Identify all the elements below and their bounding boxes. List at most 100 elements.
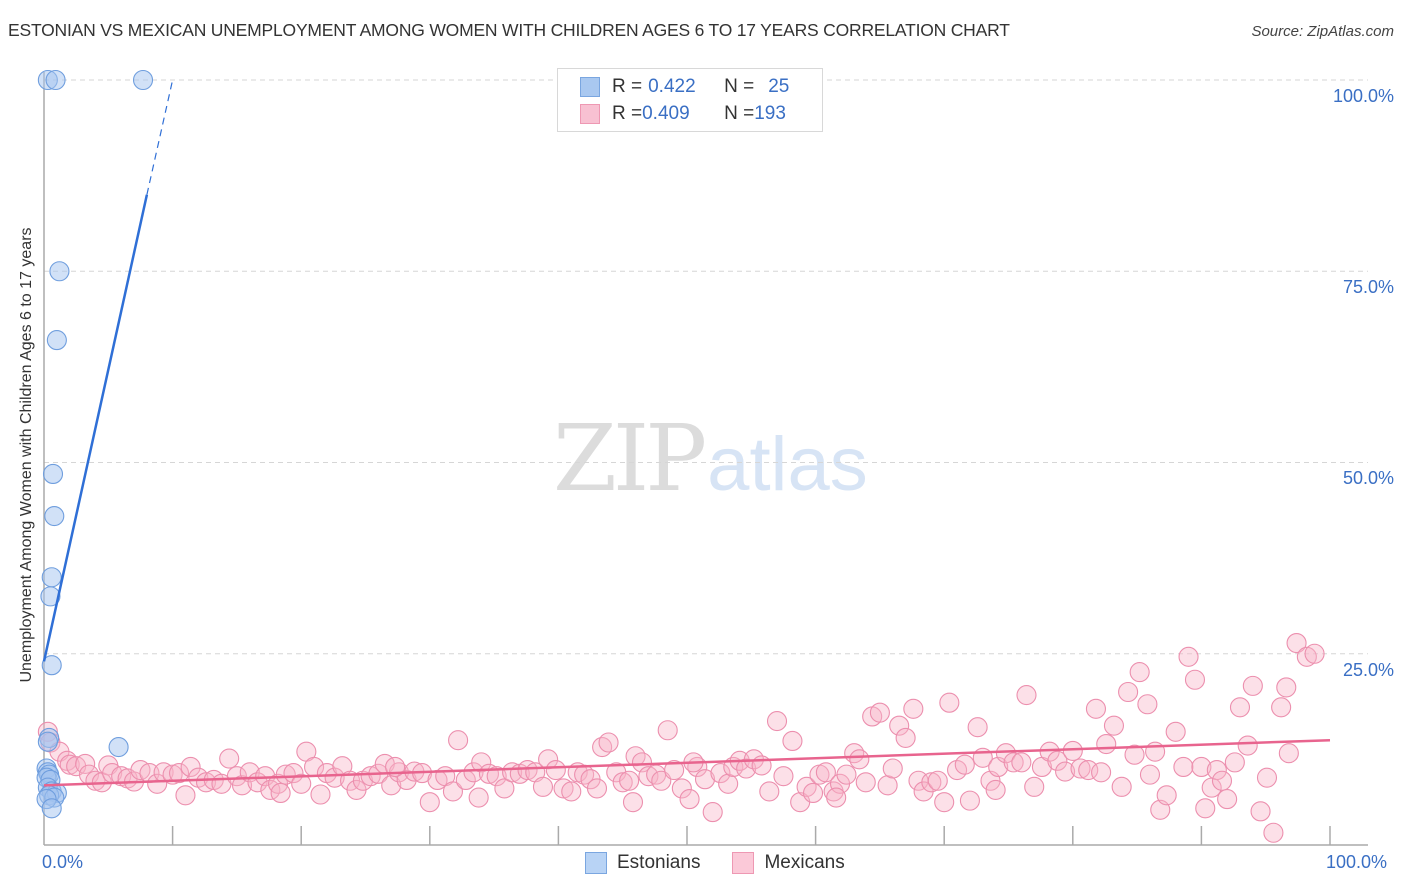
mexicans-point bbox=[1165, 721, 1186, 742]
mexicans-point bbox=[226, 766, 247, 787]
mexicans-point bbox=[959, 790, 980, 811]
legend-item-mexicans[interactable]: Mexicans bbox=[732, 852, 845, 874]
mexicans-point bbox=[545, 759, 566, 781]
mexicans-point bbox=[270, 782, 291, 804]
mexicans-point bbox=[442, 781, 463, 802]
estonians-point bbox=[46, 330, 67, 351]
mexicans-point bbox=[175, 785, 196, 806]
estonians-trendline-extension bbox=[146, 79, 174, 195]
mexicans-point bbox=[985, 779, 1006, 800]
source-credit: Source: ZipAtlas.com bbox=[1251, 23, 1394, 40]
mexicans-point bbox=[895, 727, 916, 748]
mexicans-point bbox=[1070, 758, 1091, 779]
mexicans-point bbox=[419, 792, 440, 813]
mexicans-point bbox=[638, 766, 659, 787]
mexicans-point bbox=[1137, 694, 1158, 715]
mexicans-point bbox=[802, 782, 824, 804]
mexicans-point bbox=[195, 772, 217, 793]
mexicans-point bbox=[486, 766, 507, 787]
estonians-point bbox=[44, 505, 65, 527]
mexicans-trendline bbox=[43, 738, 1331, 787]
y-tick-50: 50.0% bbox=[1342, 468, 1394, 488]
estonians-point bbox=[41, 567, 62, 588]
legend-item-estonians[interactable]: Estonians bbox=[585, 852, 700, 874]
mexicans-point bbox=[1139, 764, 1161, 785]
r-value: 0.409 bbox=[642, 103, 690, 124]
mexicans-point bbox=[903, 698, 924, 719]
mexicans-point bbox=[586, 778, 608, 799]
mexicans-point bbox=[954, 754, 975, 775]
mexicans-point bbox=[1156, 785, 1177, 806]
mexicans-point bbox=[1211, 770, 1233, 791]
mexicans-point bbox=[612, 772, 633, 793]
mexicans-point bbox=[1304, 643, 1325, 664]
mexicans-point bbox=[291, 773, 312, 794]
mexicans-point bbox=[1191, 756, 1212, 778]
mexicans-point bbox=[1016, 685, 1037, 706]
mexicans-point bbox=[773, 766, 794, 787]
mexicans-point bbox=[598, 732, 619, 753]
mexicans-point bbox=[849, 749, 870, 770]
mexicans-point bbox=[1278, 743, 1299, 764]
mexicans-point bbox=[877, 775, 898, 796]
mexicans-point bbox=[882, 758, 903, 779]
mexicans-point bbox=[1263, 822, 1284, 843]
mexicans-point bbox=[1206, 759, 1227, 781]
mexicans-point bbox=[517, 759, 538, 781]
mexicans-point bbox=[1296, 646, 1317, 667]
n-value: 193 bbox=[754, 103, 786, 124]
mexicans-point bbox=[619, 770, 640, 791]
estonians-point bbox=[41, 798, 62, 819]
mexicans-point bbox=[85, 770, 106, 791]
mexicans-point bbox=[310, 784, 331, 805]
estonians-point bbox=[37, 731, 58, 752]
mexicans-point bbox=[1276, 677, 1297, 698]
mexicans-point bbox=[324, 767, 345, 788]
mexicans-swatch bbox=[732, 852, 755, 874]
mexicans-point bbox=[468, 787, 489, 808]
estonians-trendline bbox=[42, 194, 149, 662]
legend-label-mexicans: Mexicans bbox=[764, 852, 845, 873]
mexicans-point bbox=[1242, 675, 1263, 696]
mexicans-point bbox=[1256, 767, 1278, 788]
mexicans-point bbox=[796, 776, 817, 797]
legend-label-estonians: Estonians bbox=[617, 852, 701, 873]
mexicans-point bbox=[815, 762, 836, 783]
estonians-point bbox=[132, 69, 154, 91]
r-label: R = bbox=[612, 76, 643, 97]
mexicans-point bbox=[1217, 789, 1238, 810]
mexicans-point bbox=[231, 775, 253, 796]
mexicans-point bbox=[1118, 681, 1139, 703]
mexicans-point bbox=[1078, 759, 1099, 781]
estonians-swatch bbox=[585, 852, 607, 874]
y-tick-75: 75.0% bbox=[1342, 277, 1394, 297]
mexicans-point bbox=[967, 717, 988, 738]
mexicans-point bbox=[494, 778, 515, 799]
mexicans-point bbox=[869, 702, 890, 723]
mexicans-point bbox=[1224, 752, 1245, 773]
mexicans-point bbox=[1271, 697, 1292, 718]
mexicans-point bbox=[448, 730, 469, 751]
mexicans-point bbox=[471, 752, 492, 773]
mexicans-point bbox=[1184, 669, 1206, 690]
mexicans-swatch bbox=[580, 104, 600, 124]
mexicans-point bbox=[939, 692, 960, 713]
correlation-legend: R = 0.422 N = 25 R = 0.409 N = 193 bbox=[557, 68, 823, 132]
mexicans-point bbox=[927, 770, 948, 791]
chart-title: ESTONIAN VS MEXICAN UNEMPLOYMENT AMONG W… bbox=[8, 20, 1010, 40]
mexicans-point bbox=[1011, 752, 1032, 773]
mexicans-point bbox=[1111, 776, 1132, 797]
mexicans-point bbox=[718, 773, 739, 794]
mexicans-point bbox=[694, 769, 716, 790]
series-legend: Estonians Mexicans bbox=[585, 852, 877, 874]
mexicans-point bbox=[1195, 798, 1216, 819]
mexicans-point bbox=[782, 730, 803, 752]
mexicans-point bbox=[710, 763, 731, 784]
mexicans-point bbox=[657, 720, 678, 741]
mexicans-point bbox=[766, 711, 788, 732]
mexicans-point bbox=[836, 764, 857, 785]
mexicans-point bbox=[855, 772, 876, 793]
mexicans-point bbox=[759, 781, 780, 802]
r-value: 0.422 bbox=[648, 76, 696, 97]
